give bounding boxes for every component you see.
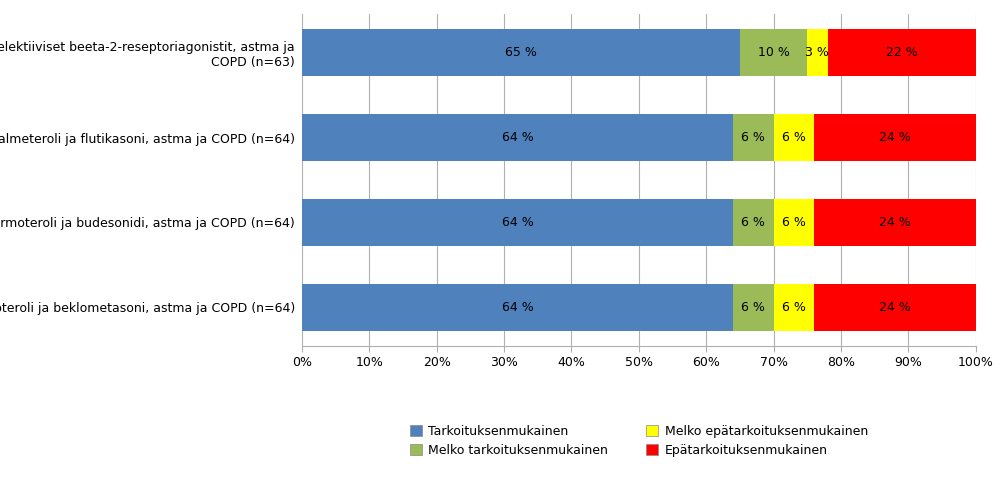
Bar bbox=[828, 29, 976, 76]
Bar bbox=[774, 114, 814, 161]
Bar bbox=[302, 29, 739, 76]
Text: 24 %: 24 % bbox=[879, 216, 910, 229]
Text: 6 %: 6 % bbox=[782, 301, 806, 314]
Text: 64 %: 64 % bbox=[502, 131, 533, 144]
Text: 65 %: 65 % bbox=[505, 46, 537, 59]
Bar bbox=[814, 114, 976, 161]
Bar bbox=[814, 284, 976, 331]
Text: 10 %: 10 % bbox=[758, 46, 790, 59]
Text: 6 %: 6 % bbox=[782, 131, 806, 144]
Bar bbox=[774, 199, 814, 246]
Text: 6 %: 6 % bbox=[782, 216, 806, 229]
Bar bbox=[814, 199, 976, 246]
Legend: Tarkoituksenmukainen, Melko tarkoituksenmukainen, Melko epätarkoituksenmukainen,: Tarkoituksenmukainen, Melko tarkoituksen… bbox=[409, 425, 868, 457]
Bar bbox=[774, 284, 814, 331]
Bar bbox=[302, 114, 733, 161]
Text: 64 %: 64 % bbox=[502, 301, 533, 314]
Bar bbox=[733, 199, 774, 246]
Text: 6 %: 6 % bbox=[741, 301, 766, 314]
Text: 6 %: 6 % bbox=[741, 131, 766, 144]
Text: 6 %: 6 % bbox=[741, 216, 766, 229]
Bar bbox=[302, 199, 733, 246]
Text: 24 %: 24 % bbox=[879, 131, 910, 144]
Text: 3 %: 3 % bbox=[806, 46, 829, 59]
Bar bbox=[739, 29, 807, 76]
Bar bbox=[733, 114, 774, 161]
Bar bbox=[302, 284, 733, 331]
Bar bbox=[733, 284, 774, 331]
Text: 64 %: 64 % bbox=[502, 216, 533, 229]
Text: 24 %: 24 % bbox=[879, 301, 910, 314]
Bar bbox=[807, 29, 828, 76]
Text: 22 %: 22 % bbox=[886, 46, 917, 59]
